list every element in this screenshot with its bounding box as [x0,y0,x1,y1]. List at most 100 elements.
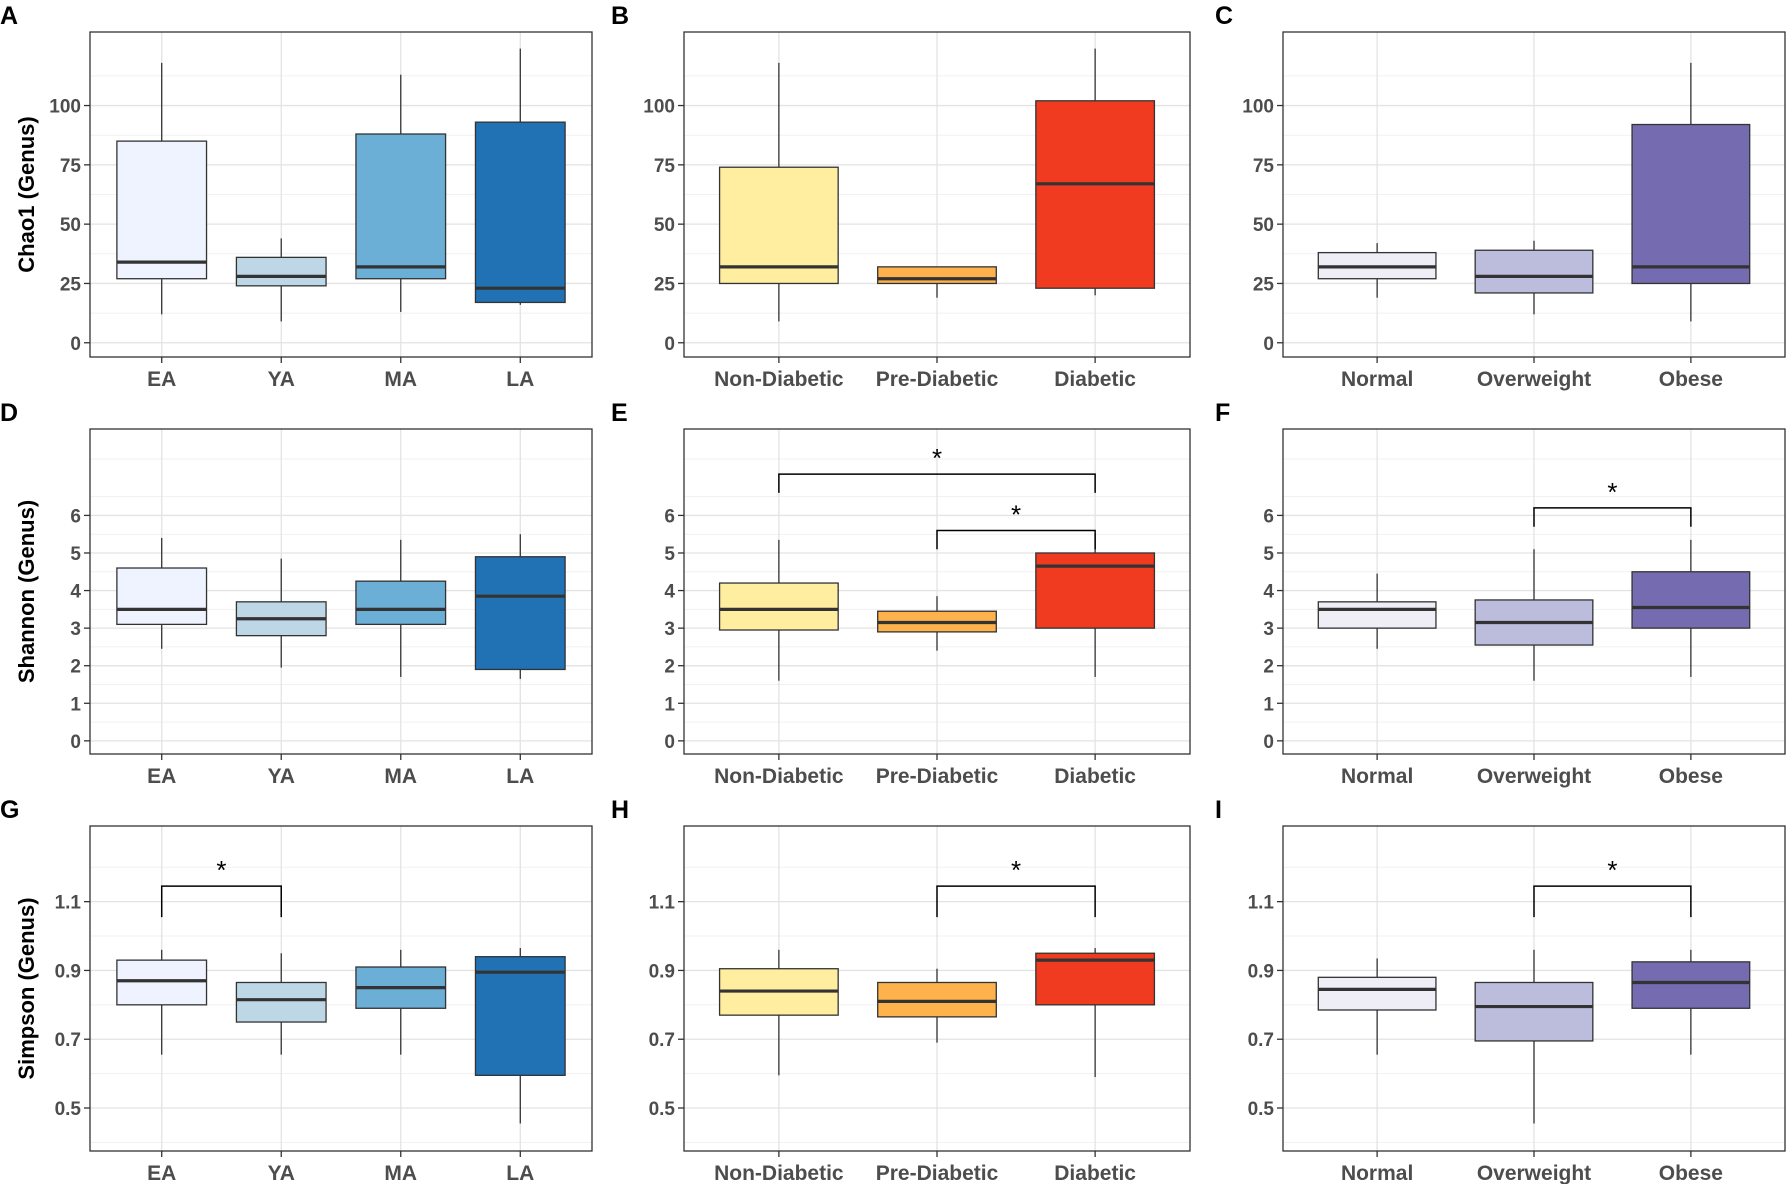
y-tick-label: 0.5 [1248,1099,1275,1120]
panel-b: B 0 25 50 75 100 Non-Diabetic Pre-Diabetic Diabe… [611,2,1191,391]
y-tick-label: 100 [49,97,81,118]
significance-bracket [936,529,1096,550]
significance-star: * [1607,477,1617,507]
box-body [474,121,566,304]
x-tick-label: MA [384,1162,417,1184]
y-tick-label: 0.7 [55,1030,81,1051]
x-tick-label: Normal [1341,1162,1413,1184]
x-tick-label: YA [268,1162,295,1184]
panel-letter: I [1215,796,1222,824]
box-body [235,256,327,287]
x-tick-label: EA [147,1162,176,1184]
panel-border [89,825,593,1152]
box-ma [355,539,447,677]
box-pre-diabetic [877,266,997,298]
y-tick-label: 0 [1263,732,1274,753]
box-pre-diabetic [877,968,997,1043]
y-tick-label: 100 [643,97,675,118]
y-tick-label: 0 [664,732,675,753]
box-body [877,266,997,285]
significance-star: * [1607,855,1617,885]
y-tick-label: 1 [70,694,81,715]
significance-bracket [160,885,282,918]
y-tick-label: 0.7 [1248,1030,1274,1051]
x-tick-label: Non-Diabetic [714,1162,844,1184]
box-ea [116,537,208,649]
box-obese [1631,949,1751,1055]
significance-bracket [778,473,1096,493]
y-tick-label: 1 [664,694,675,715]
significance-star: * [1011,499,1021,529]
y-tick-label: 0.9 [55,961,81,982]
x-tick-label: YA [268,368,295,391]
box-body [474,556,566,671]
panel-letter: F [1215,399,1230,427]
y-tick-label: 75 [60,156,82,177]
y-tick-label: 4 [1263,582,1274,603]
y-tick-label: 3 [70,619,81,640]
y-tick-label: 1.1 [649,893,676,914]
box-diabetic [1035,948,1156,1078]
y-tick-label: 4 [70,582,81,603]
y-tick-label: 6 [664,506,675,527]
x-tick-label: Obese [1659,1162,1723,1184]
box-body [1035,100,1156,289]
x-tick-label: LA [506,1162,534,1184]
box-body [1631,571,1751,629]
box-non-diabetic [718,949,839,1076]
panel-border [89,31,593,358]
y-tick-label: 5 [1263,544,1274,565]
y-tick-label: 0 [70,334,81,355]
significance-star: * [932,443,942,473]
box-body [116,959,208,1006]
y-tick-label: 0 [70,732,81,753]
x-tick-label: Pre-Diabetic [876,368,999,391]
x-tick-label: EA [147,765,176,788]
box-overweight [1474,949,1594,1124]
y-tick-label: 3 [664,619,675,640]
y-axis-label: Shannon (Genus) [14,500,39,683]
x-tick-label: YA [268,765,295,788]
box-ea [116,949,208,1055]
box-body [1035,552,1156,629]
y-tick-label: 2 [664,657,675,678]
y-tick-label: 0 [1263,334,1274,355]
x-tick-label: EA [147,368,176,391]
box-body [1035,952,1156,1006]
y-tick-label: 50 [60,215,81,236]
panel-letter: D [0,399,18,427]
box-diabetic [1035,534,1156,677]
box-obese [1631,539,1751,677]
box-ya [235,238,327,322]
panel-e: E 0 1 2 3 4 5 6 * * Non-Diabetic Pre-Diabetic Diabet… [611,399,1191,788]
box-non-diabetic [718,62,839,322]
y-tick-label: 75 [654,156,676,177]
x-tick-label: Normal [1341,368,1413,391]
y-tick-label: 1.1 [55,893,82,914]
y-tick-label: 0.5 [55,1099,82,1120]
box-body [1317,976,1437,1011]
box-obese [1631,62,1751,322]
significance-star: * [216,855,226,885]
panel-d: D 0 1 2 3 4 5 6 EA YA MA LA Shannon (Genus) [0,399,593,788]
box-body [355,133,447,280]
box-body [116,567,208,626]
y-tick-label: 0.5 [649,1099,676,1120]
y-tick-label: 0.9 [649,961,675,982]
y-tick-label: 75 [1253,156,1275,177]
box-body [718,582,839,631]
significance-bracket [1533,885,1692,918]
x-tick-label: Obese [1659,368,1723,391]
x-tick-label: Pre-Diabetic [876,765,999,788]
box-diabetic [1035,48,1156,296]
box-normal [1317,573,1437,649]
panel-letter: A [0,2,18,30]
y-tick-label: 50 [1253,215,1274,236]
x-tick-label: LA [506,368,534,391]
y-tick-label: 5 [70,544,81,565]
panel-letter: B [611,2,629,30]
x-tick-label: MA [384,765,417,788]
x-tick-label: Overweight [1477,1162,1591,1184]
x-tick-label: Diabetic [1054,1162,1136,1184]
box-normal [1317,243,1437,298]
